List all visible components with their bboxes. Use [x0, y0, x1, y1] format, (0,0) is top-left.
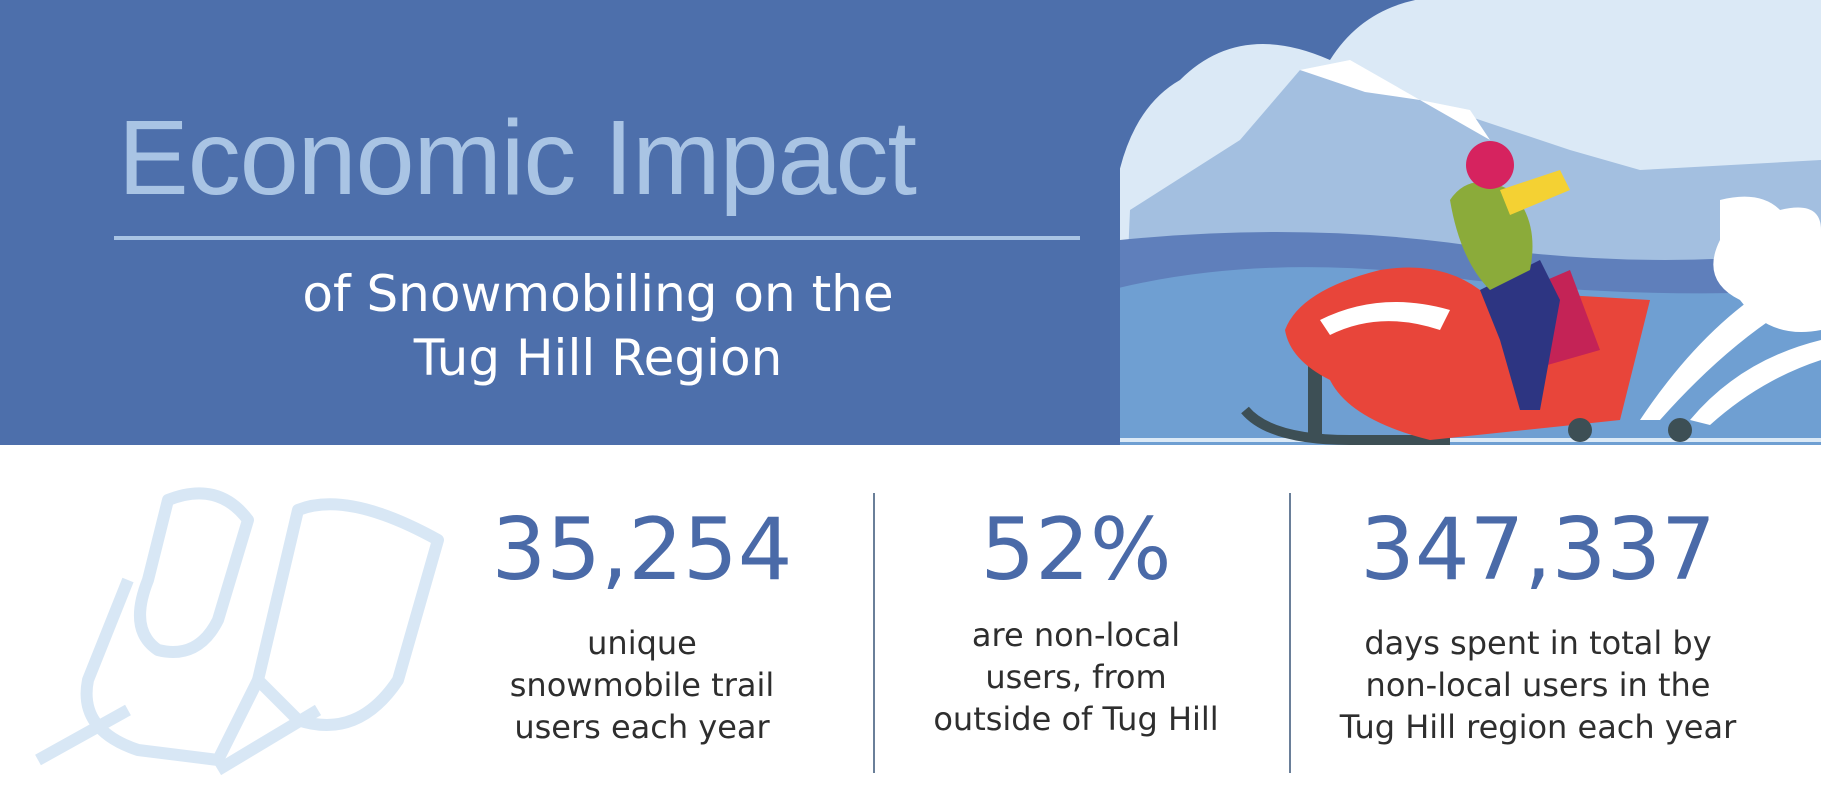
stat-description: are non-local users, from outside of Tug…	[866, 614, 1286, 740]
subtitle-line: of Snowmobiling on the	[302, 265, 894, 323]
title-divider	[114, 236, 1080, 240]
stat-trail-users: 35,254 unique snowmobile trail users eac…	[432, 500, 852, 748]
desc-line: Tug Hill region each year	[1339, 708, 1737, 746]
stat-divider	[873, 493, 875, 773]
stat-value: 347,337	[1360, 500, 1716, 600]
desc-line: unique	[587, 624, 697, 662]
stat-divider	[1289, 493, 1291, 773]
desc-line: days spent in total by	[1364, 624, 1712, 662]
snowmobile-outline-icon	[35, 487, 444, 776]
stat-days-spent: 347,337 days spent in total by non-local…	[1328, 500, 1748, 748]
stats-section: 35,254 unique snowmobile trail users eac…	[0, 445, 1821, 801]
desc-line: users each year	[514, 708, 770, 746]
snowmobile-rider-illustration	[1120, 0, 1821, 445]
stat-description: unique snowmobile trail users each year	[432, 622, 852, 748]
stat-value: 35,254	[491, 500, 793, 600]
stat-description: days spent in total by non-local users i…	[1328, 622, 1748, 748]
page-subtitle: of Snowmobiling on the Tug Hill Region	[198, 262, 998, 390]
desc-line: are non-local	[971, 616, 1181, 654]
subtitle-line: Tug Hill Region	[413, 329, 783, 387]
desc-line: snowmobile trail	[509, 666, 775, 704]
desc-line: outside of Tug Hill	[933, 700, 1219, 738]
desc-line: non-local users in the	[1365, 666, 1711, 704]
desc-line: users, from	[985, 658, 1167, 696]
stat-value: 52%	[980, 500, 1172, 600]
page-title: Economic Impact	[118, 99, 917, 217]
header-banner: Economic Impact of Snowmobiling on the T…	[0, 0, 1821, 445]
stat-non-local: 52% are non-local users, from outside of…	[866, 500, 1286, 740]
